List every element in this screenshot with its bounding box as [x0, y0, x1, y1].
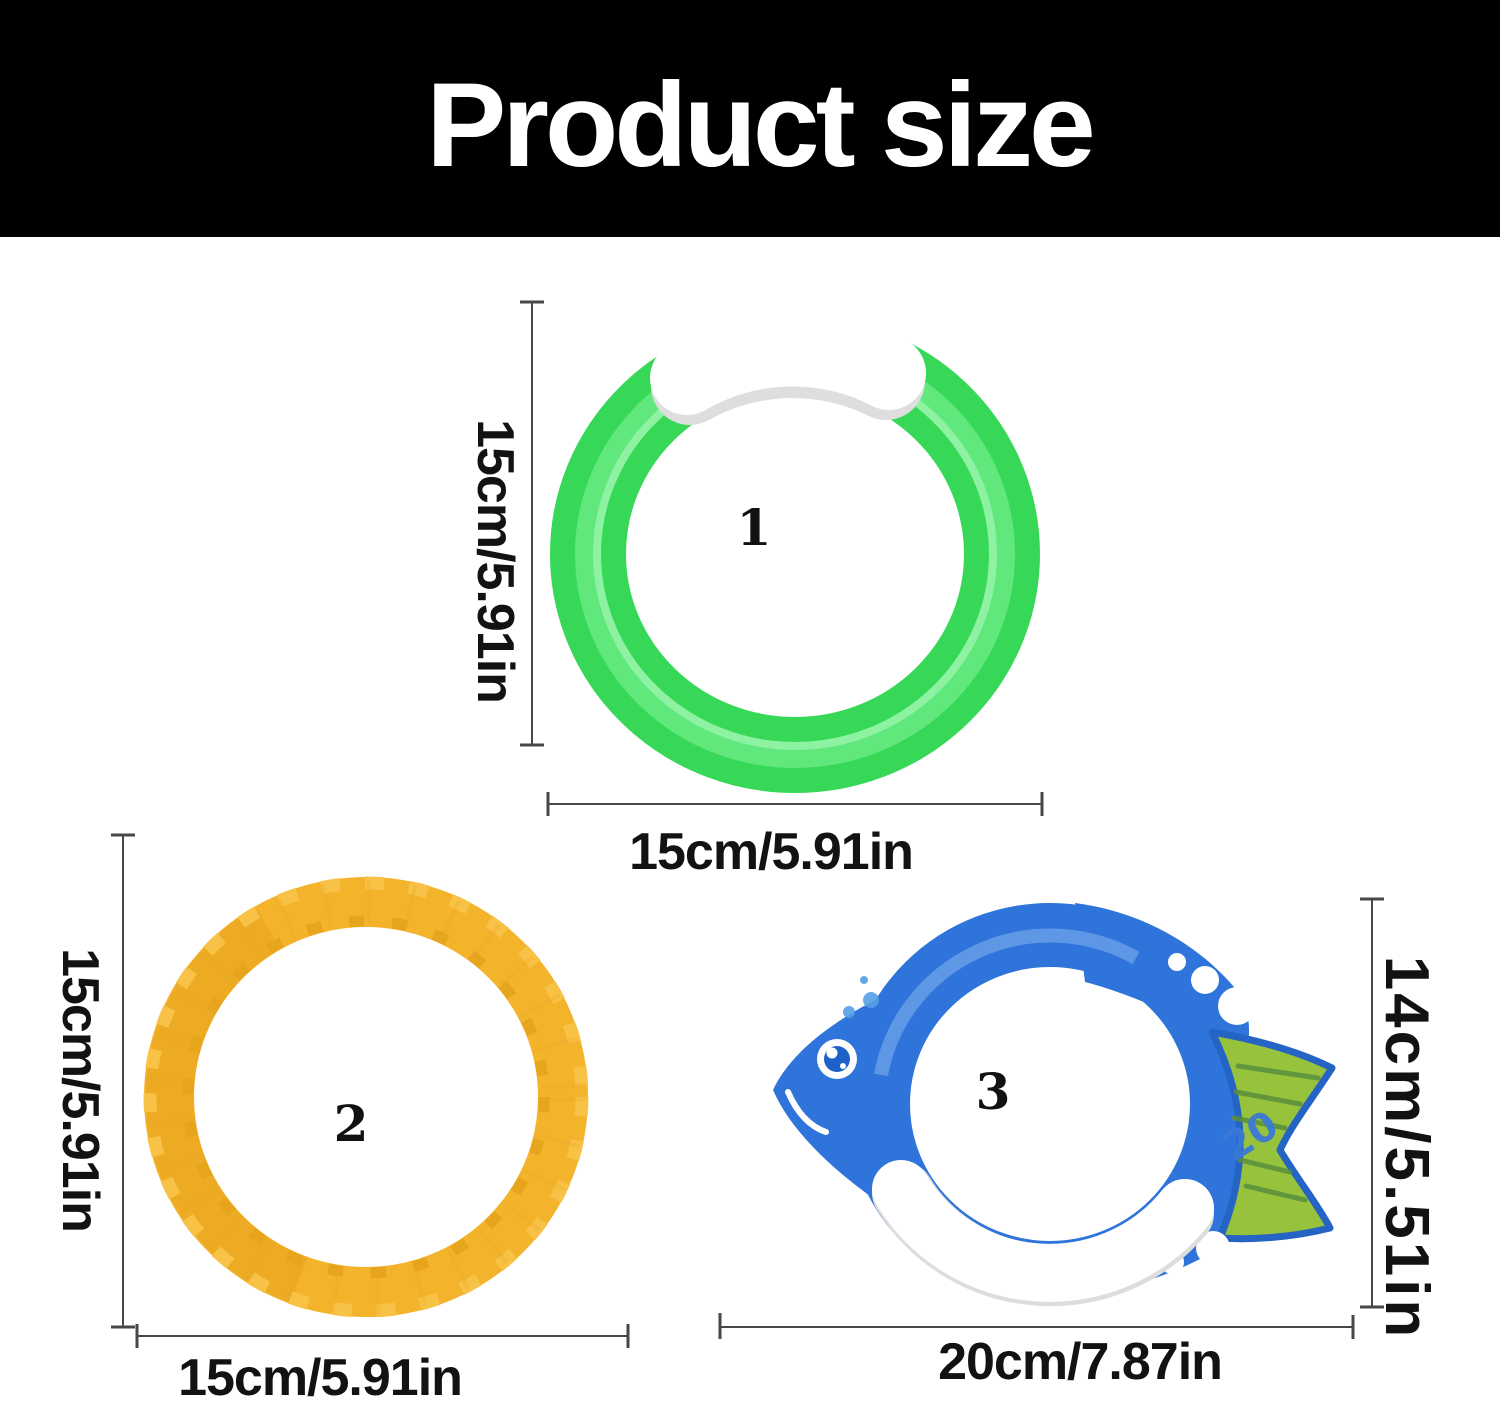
- yellow-ring-graphic: [143, 876, 589, 1318]
- ring-1-height-label: 15cm/5.91in: [466, 419, 524, 703]
- yellow-ring-outer-bumps: [143, 876, 589, 1318]
- ring-2-width-label: 15cm/5.91in: [178, 1349, 463, 1404]
- fish-grip-sleeve: [872, 1160, 1214, 1302]
- ring-3-height-label: 14cm/5.51in: [1372, 955, 1441, 1341]
- fish-bubbles: [843, 976, 879, 1018]
- ring-1-number: 1: [736, 498, 772, 557]
- fish-tail-fin: [1208, 1028, 1336, 1243]
- yellow-ring-inner-bumps: [182, 915, 550, 1279]
- fish-mouth: [785, 1089, 829, 1135]
- ring-2-height-label: 15cm/5.91in: [51, 948, 109, 1232]
- ring-2-dimension-lines: [111, 833, 630, 1348]
- header-bar: Product size: [0, 0, 1500, 237]
- green-ring-inner-sheen: [593, 358, 997, 750]
- ring-1-width-label: 15cm/5.91in: [629, 823, 914, 881]
- green-ring-graphic: [550, 312, 1040, 793]
- page-title: Product size: [426, 58, 1096, 192]
- ring-1-dimension-lines: [520, 300, 1044, 816]
- fish-tail-stripes: [1231, 1063, 1321, 1203]
- fish-eye: [817, 1039, 857, 1079]
- yellow-ring-tube: [144, 877, 588, 1317]
- blue-fish-ring-graphic: 20: [773, 903, 1336, 1307]
- ring-2-number: 2: [333, 1094, 369, 1153]
- ring-3-dimension-lines: [718, 897, 1384, 1339]
- green-ring-highlight: [575, 340, 1015, 768]
- ring-3-width-label: 20cm/7.87in: [938, 1333, 1223, 1391]
- yellow-ring-left-shading: [145, 907, 308, 1303]
- fish-ring-top-highlight: [874, 928, 1140, 1077]
- yellow-ring-mid-texture: [147, 880, 585, 1314]
- grip-sleeve: [650, 312, 926, 415]
- ring-3-number: 3: [975, 1062, 1011, 1121]
